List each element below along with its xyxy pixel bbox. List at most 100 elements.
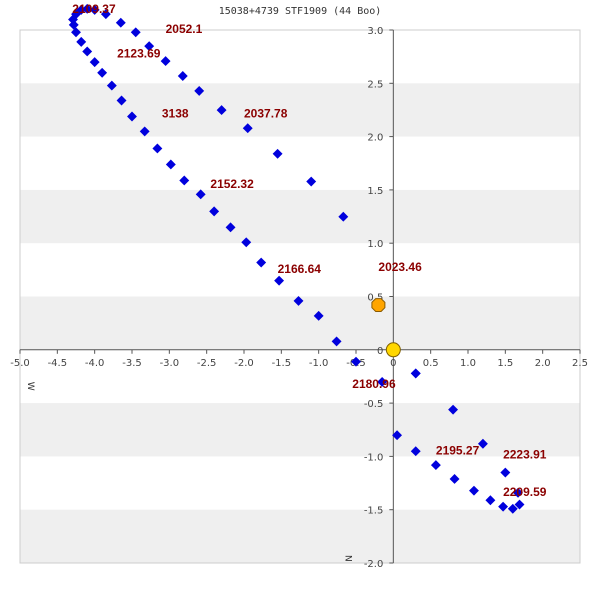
orbit-point: [477, 438, 488, 449]
x-axis-name: W: [25, 382, 35, 391]
x-tick-label: -2.5: [197, 358, 217, 369]
epoch-label: 2023.46: [378, 260, 422, 274]
orbit-point: [216, 105, 227, 116]
orbit-point: [97, 67, 108, 78]
x-tick-label: 2.0: [535, 358, 551, 369]
y-tick-labels: 3.0 2.5 2.0 1.5 1.0 0.5 0 -0.5 -1.0 -1.5 -2.0: [364, 26, 384, 570]
orbit-point: [106, 80, 117, 91]
orbit-point: [194, 85, 205, 96]
epoch-label: 2152.32: [210, 177, 254, 191]
y-tick-label: -1.5: [364, 506, 384, 517]
x-tick-label: -3.0: [160, 358, 180, 369]
stars: [371, 298, 401, 358]
orbit-point: [256, 257, 267, 268]
epoch-label: 2209.59: [503, 485, 547, 499]
orbit-point: [469, 485, 479, 496]
orbit-point: [160, 56, 171, 67]
epoch-label: 2180.96: [352, 377, 396, 391]
x-tick-label: 2.5: [572, 358, 588, 369]
orbit-point: [144, 41, 155, 52]
x-tick-label: -4.5: [48, 358, 68, 369]
orbit-point: [209, 206, 220, 217]
orbit-point: [449, 473, 460, 484]
orbit-point: [195, 189, 206, 200]
orbit-point: [130, 27, 141, 38]
orbit-point: [498, 501, 509, 512]
orbit-point: [179, 175, 190, 186]
epoch-label: 3138: [162, 106, 189, 120]
orbit-point: [448, 404, 459, 415]
orbit-point: [139, 126, 150, 137]
y-tick-label: 0: [377, 346, 383, 357]
grid-band: [20, 509, 580, 563]
y-tick-label: -2.0: [364, 559, 384, 570]
epoch-label: 2223.91: [503, 448, 547, 462]
current-position-marker: [371, 298, 386, 312]
orbit-point: [377, 376, 388, 387]
y-tick-label: 1.0: [367, 239, 383, 250]
axes: [19, 29, 581, 564]
plot-frame: [19, 29, 581, 564]
orbit-point: [513, 487, 523, 498]
orbit-points: [68, 3, 525, 514]
orbit-point: [392, 430, 403, 441]
orbit-point: [272, 148, 283, 159]
orbit-point: [306, 176, 317, 187]
orbit-point: [293, 295, 304, 306]
x-tick-labels: -5.0-4.5-4.0-3.5-3.0-2.5-2.0-1.5-1.0-0.5…: [10, 358, 588, 369]
x-tick-label: -5.0: [10, 358, 30, 369]
orbit-point: [76, 36, 87, 47]
orbit-point: [82, 46, 93, 57]
orbit-point: [241, 237, 252, 248]
epoch-label: 2123.69: [117, 47, 161, 61]
grid-band: [20, 83, 580, 137]
epoch-label: 2109.37: [72, 2, 116, 16]
grid-band: [20, 189, 580, 244]
grid-band: [20, 403, 580, 457]
orbit-point: [152, 143, 163, 154]
orbit-point: [410, 368, 421, 379]
axis-names: WN: [25, 382, 352, 562]
orbit-point: [177, 71, 188, 81]
orbit-point: [331, 336, 342, 347]
epoch-labels: 2080.732095.052066.422109.372052.12123.6…: [72, 2, 547, 499]
x-tick-label: -1.5: [272, 358, 292, 369]
orbit-point: [274, 275, 285, 286]
y-tick-label: 1.5: [367, 186, 383, 197]
orbit-point: [127, 111, 137, 122]
epoch-label: 2166.64: [278, 262, 322, 276]
y-axis-name: N: [342, 555, 352, 562]
x-tick-label: 0: [390, 358, 396, 369]
orbit-point: [410, 446, 421, 457]
epoch-label: 2037.78: [244, 106, 288, 120]
orbit-point: [225, 222, 236, 233]
y-tick-label: 3.0: [367, 26, 383, 37]
orbit-point: [115, 17, 126, 28]
orbit-point: [165, 159, 176, 170]
chart-title: 15038+4739 STF1909 (44 Boo): [218, 6, 382, 17]
y-tick-label: 2.0: [367, 133, 383, 144]
x-tick-label: 1.0: [460, 358, 476, 369]
orbit-point: [485, 495, 496, 506]
orbit-point: [430, 460, 441, 471]
orbit-point: [313, 310, 324, 321]
epoch-label: 2195.27: [436, 443, 480, 457]
orbit-point: [71, 27, 81, 38]
orbit-point: [338, 211, 349, 222]
orbit-point: [116, 95, 127, 106]
grid-bands: [20, 83, 580, 563]
orbit-point: [500, 467, 511, 478]
orbit-point: [89, 57, 100, 68]
primary-star-marker: [385, 342, 401, 358]
orbit-point: [514, 499, 525, 510]
y-tick-label: 0.5: [367, 293, 383, 304]
grid-band: [20, 296, 580, 350]
y-tick-label: -1.0: [364, 452, 384, 463]
x-tick-label: 0.5: [423, 358, 439, 369]
x-tick-label: 1.5: [497, 358, 513, 369]
x-tick-label: -3.5: [122, 358, 142, 369]
orbit-point: [351, 356, 361, 367]
orbit-point: [507, 503, 518, 514]
epoch-label: 2052.1: [166, 22, 203, 36]
